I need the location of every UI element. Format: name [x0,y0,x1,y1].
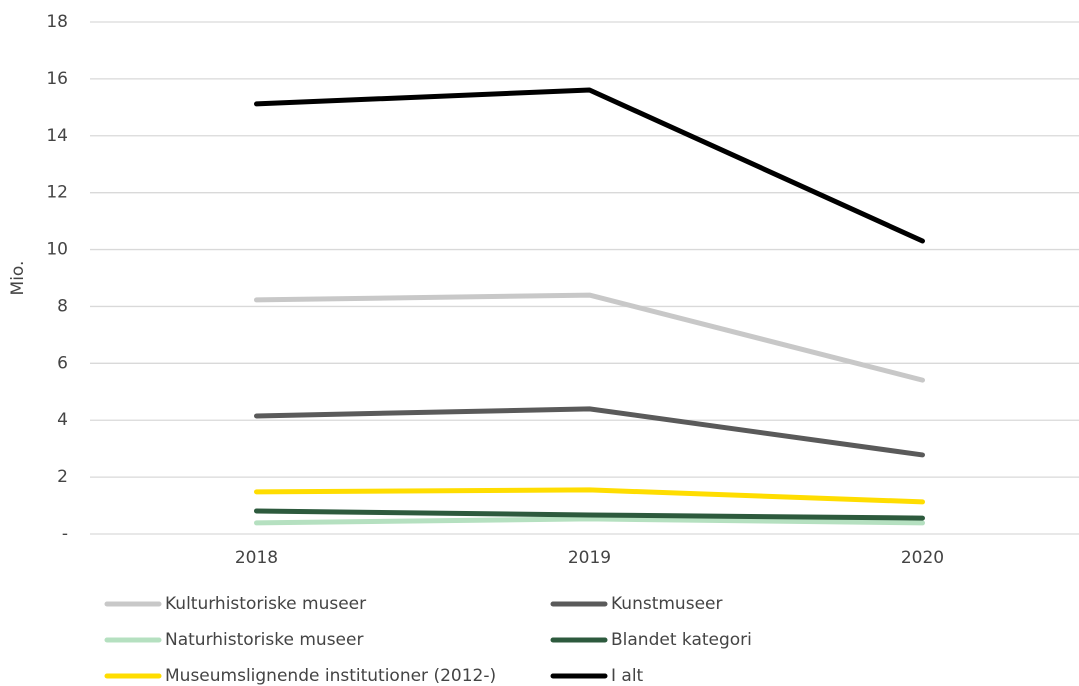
x-tick-label: 2019 [568,548,611,568]
legend-label: Museumslignende institutioner (2012-) [165,666,496,686]
y-tick-label: 12 [46,183,68,203]
y-tick-label: 8 [57,296,68,316]
legend-label: Blandet kategori [611,630,752,650]
x-tick-label: 2018 [235,548,278,568]
y-axis-label: Mio. [8,261,28,296]
y-tick-label: 4 [57,410,68,430]
x-tick-label: 2020 [901,548,944,568]
y-tick-label: 6 [57,353,68,373]
y-tick-label: 2 [57,467,68,487]
series-line [254,487,925,505]
legend-label: I alt [611,666,644,686]
legend-label: Naturhistoriske museer [165,630,363,650]
y-tick-label: - [62,524,68,544]
y-tick-label: 14 [46,126,68,146]
series-line [254,508,925,521]
series-line [254,516,925,526]
y-tick-label: 16 [46,69,68,89]
series-line [254,87,925,244]
y-tick-label: 10 [46,240,68,260]
series-line [254,292,925,383]
y-tick-label: 18 [46,12,68,32]
legend-label: Kunstmuseer [611,594,722,614]
series-line [254,406,925,458]
legend-label: Kulturhistoriske museer [165,594,366,614]
